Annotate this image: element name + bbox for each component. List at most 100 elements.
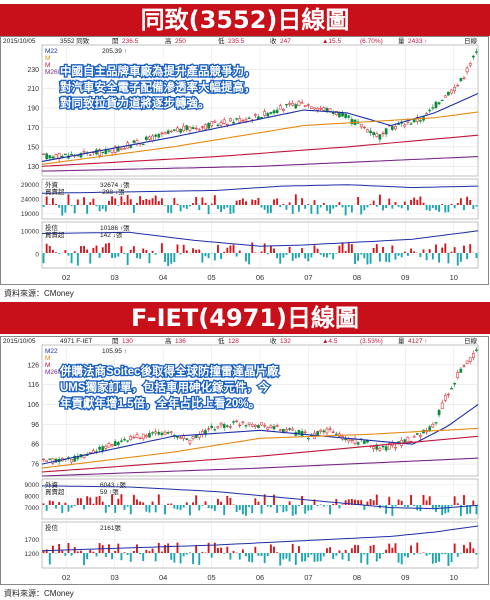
trust-bar [338,550,341,553]
foreign-bar [120,494,123,505]
candle-body [471,353,475,359]
foreign-bar [260,205,263,208]
candle-body [275,109,279,113]
foreign-bar [435,205,437,211]
foreign-bar [64,502,67,505]
foreign-bar [282,203,285,205]
trust-bar [58,544,61,553]
trust-bar [179,553,182,564]
foreign-bar [86,205,89,214]
candle-body [45,460,49,462]
candle-body [238,424,242,427]
candle-body [437,409,441,416]
trust-bar [192,248,194,253]
x-tick-label: 04 [159,273,167,282]
y-tick-label: 126 [27,362,39,369]
candle-body [216,426,220,429]
p2-tick-label: 19000 [21,211,39,218]
trust-bar [419,553,422,554]
candle-body [173,129,176,131]
candle-body [291,428,295,431]
foreign-bar [322,203,325,205]
trust-bar [76,253,79,266]
trust-bar [204,253,207,257]
foreign-bar [475,505,478,515]
header-low: 128 [228,338,239,345]
foreign-bar [341,504,344,505]
trust-bar [232,244,235,253]
foreign-bar [198,505,201,511]
trust-bar [142,248,145,253]
trust-bar [279,553,282,566]
candle-body [350,439,354,441]
candle-body [356,442,360,445]
foreign-bar [282,505,285,513]
candle-body [257,425,260,428]
trust-bar [217,548,219,553]
foreign-bar [413,505,416,507]
candle-body [310,106,313,109]
foreign-bar [173,198,176,205]
foreign-bar [210,203,213,205]
trust-bar [410,248,412,253]
x-tick-label: 03 [110,573,118,582]
trust-bar [297,546,300,553]
trust-bar [382,247,384,253]
trust-bar [51,249,54,253]
ma-label: M22 [45,48,58,55]
trust-bar [425,553,428,556]
trust-line [41,230,479,247]
foreign-bar [273,199,275,205]
trust-bar [450,251,453,253]
foreign-bar [51,198,54,205]
foreign-bar [372,200,375,205]
foreign-bar [304,505,307,514]
foreign-bar [332,205,335,209]
foreign-bar [263,494,266,505]
foreign-bar [441,204,444,205]
foreign-bar [406,505,409,508]
trust-bar [394,253,397,260]
trust-bar [431,553,434,564]
foreign-bar [288,202,291,205]
trust-bar [266,253,269,255]
foreign-bar [419,196,422,205]
trust-bar [282,553,285,560]
foreign-bar [123,202,126,205]
foreign-bar [223,205,226,210]
foreign-bar [148,199,151,205]
foreign-bar [58,205,61,208]
foreign-bar [257,197,260,205]
foreign-bar [338,505,341,509]
foreign-bar [335,499,338,505]
trust-bar [288,246,291,253]
x-tick-label: 08 [353,273,361,282]
foreign-bar [313,499,316,505]
candle-body [443,95,447,98]
source-note: 資料來源：CMoney [4,289,74,298]
trust-bar [176,244,179,253]
candle-body [45,153,49,160]
candle-body [260,117,263,119]
candle-body [123,439,126,441]
candle-body [431,107,435,109]
trust-bar [294,553,297,565]
header-low-label: 低 [218,336,225,345]
x-tick-label: 05 [207,573,215,582]
foreign-bar [238,200,241,205]
trust-bar [363,253,366,259]
trust-bar [104,553,107,557]
candle-body [113,146,117,153]
trust-bar [164,544,166,553]
foreign-bar [204,501,207,505]
foreign-bar [139,501,142,505]
foreign-bar [229,497,232,505]
candle-body [450,388,453,390]
trust-bar [67,253,70,256]
trust-bar [456,553,459,557]
trust-bar [235,253,238,257]
p2-tick-label: 24000 [21,197,39,204]
candle-body [116,442,120,446]
foreign-bar [416,199,419,205]
ma-value: 205.39 ↑ [102,48,127,55]
